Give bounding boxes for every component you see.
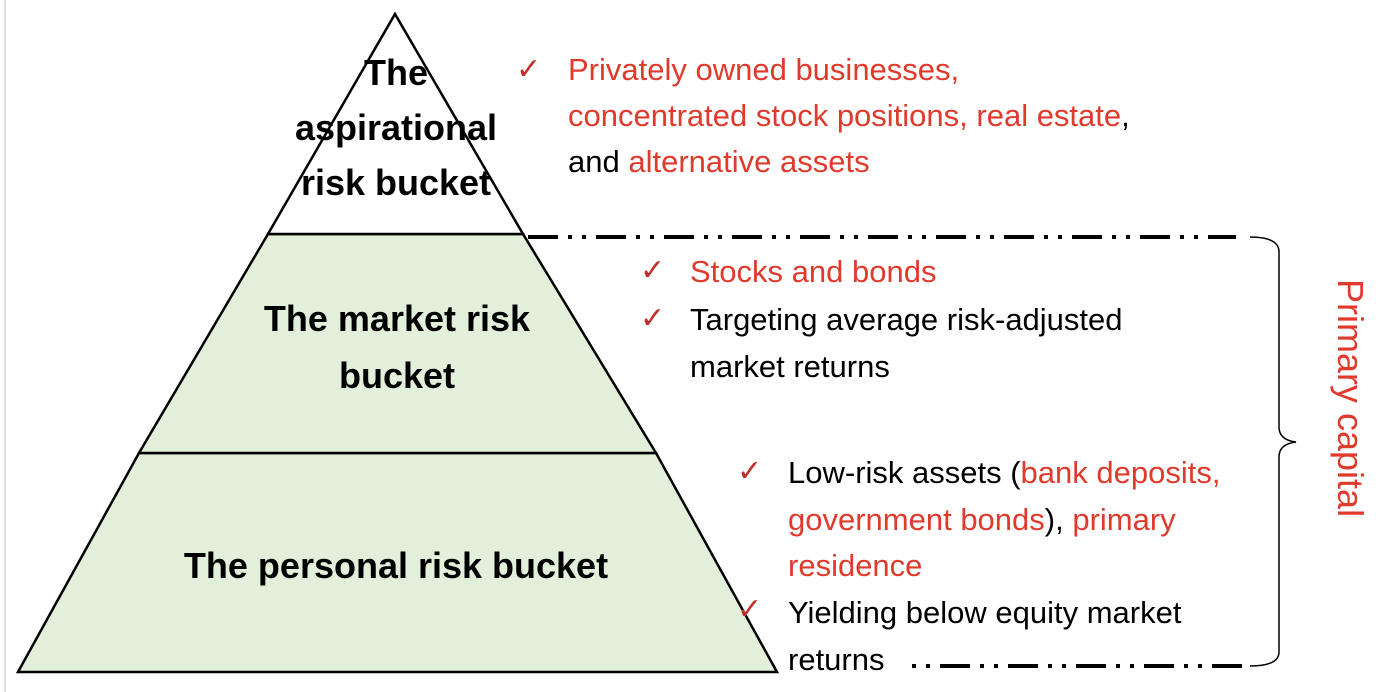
checkmark-icon: ✓: [516, 52, 541, 87]
pyramid-top-layer: [265, 11, 526, 236]
bullet-text: returns: [788, 642, 884, 677]
bullet-text-plain: and: [568, 144, 628, 179]
market-bullet-list: ✓ Stocks and bonds ✓ Targeting average r…: [640, 253, 1123, 384]
bullet-text-plain: Low-risk assets (: [788, 455, 1021, 490]
bullet-text: and alternative assets: [568, 144, 870, 179]
bucket-label-line: aspirational: [295, 107, 497, 148]
aspirational-bullet-list: ✓ Privately owned businesses, concentrat…: [516, 52, 1130, 179]
bucket-label-line: The market risk: [264, 298, 531, 339]
bullet-text-plain: ,: [1121, 98, 1130, 133]
bucket-label-line: bucket: [339, 355, 455, 396]
bullet-text: government bonds), primary: [788, 502, 1176, 537]
pyramid-middle-layer: [136, 232, 659, 455]
checkmark-icon: ✓: [640, 301, 665, 336]
bullet-text: Targeting average risk-adjusted: [690, 302, 1123, 337]
bullet-text-accent: government bonds: [788, 502, 1045, 537]
bullet-text: market returns: [690, 349, 890, 384]
bullet-text-accent: bank deposits,: [1021, 455, 1221, 490]
bullet-text: Stocks and bonds: [690, 254, 936, 289]
aspirational-bucket-label: The aspirational risk bucket: [295, 52, 497, 203]
personal-bucket-label: The personal risk bucket: [184, 545, 608, 586]
checkmark-icon: ✓: [640, 253, 665, 288]
market-bucket-label: The market risk bucket: [264, 298, 531, 396]
bucket-label-line: risk bucket: [301, 162, 491, 203]
personal-bullet-list: ✓ Low-risk assets (bank deposits, govern…: [737, 454, 1220, 677]
bucket-label-line: The personal risk bucket: [184, 545, 608, 586]
bullet-text-accent: primary: [1072, 502, 1176, 537]
primary-capital-brace: [1249, 236, 1297, 667]
bullet-text-accent: alternative assets: [628, 144, 869, 179]
bullet-text: concentrated stock positions, real estat…: [568, 98, 1130, 133]
bullet-text-plain: ),: [1045, 502, 1073, 537]
bullet-text: residence: [788, 548, 922, 583]
bucket-label-line: The: [364, 52, 428, 93]
bullet-text: Yielding below equity market: [788, 595, 1182, 630]
checkmark-icon: ✓: [737, 592, 762, 627]
bullet-text: Low-risk assets (bank deposits,: [788, 455, 1220, 490]
checkmark-icon: ✓: [737, 454, 762, 489]
bullet-text-accent: concentrated stock positions, real estat…: [568, 98, 1121, 133]
primary-capital-label: Primary capital: [1330, 279, 1371, 517]
bullet-text: Privately owned businesses,: [568, 52, 959, 87]
